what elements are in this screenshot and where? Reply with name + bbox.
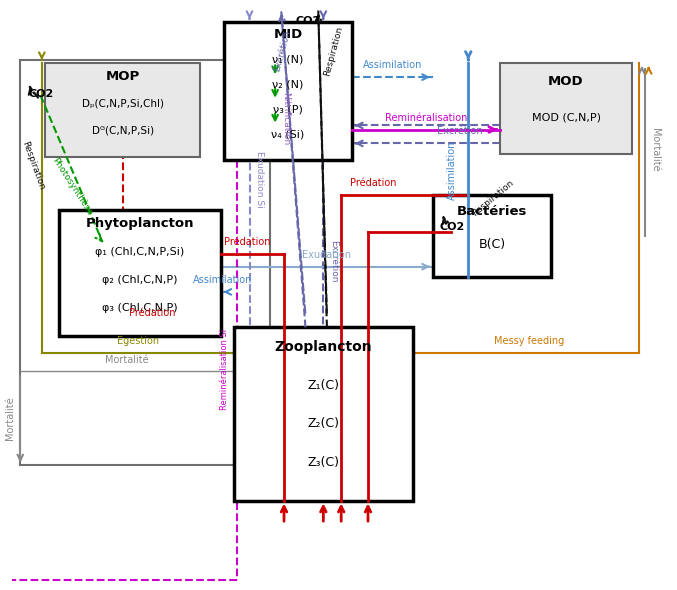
- Text: Mortalité: Mortalité: [5, 396, 15, 440]
- Text: Assimilation: Assimilation: [446, 140, 456, 200]
- Text: MOD (C,N,P): MOD (C,N,P): [531, 113, 600, 123]
- Text: MOD: MOD: [548, 75, 584, 88]
- FancyBboxPatch shape: [45, 63, 200, 157]
- Text: Dᴳ(C,N,P,Si): Dᴳ(C,N,P,Si): [91, 125, 154, 135]
- Text: Respiration: Respiration: [20, 140, 46, 191]
- Text: Zooplancton: Zooplancton: [274, 340, 372, 353]
- Text: Reminéralisation Si: Reminéralisation Si: [220, 329, 229, 411]
- Text: φ₁ (Chl,C,N,P,Si): φ₁ (Chl,C,N,P,Si): [95, 247, 184, 257]
- Text: Z₂(C): Z₂(C): [307, 417, 339, 430]
- Text: ν₂ (N): ν₂ (N): [272, 80, 303, 90]
- Text: φ₃ (Chl,C,N,P): φ₃ (Chl,C,N,P): [102, 303, 177, 313]
- Text: φ₂ (Chl,C,N,P): φ₂ (Chl,C,N,P): [102, 275, 177, 285]
- Text: CO2: CO2: [439, 222, 465, 232]
- Text: Bactéries: Bactéries: [457, 205, 527, 218]
- Text: Prédation: Prédation: [129, 308, 176, 318]
- FancyBboxPatch shape: [59, 210, 221, 336]
- Text: ν₄ (Si): ν₄ (Si): [271, 130, 305, 140]
- Text: Z₁(C): Z₁(C): [307, 379, 339, 392]
- Text: MOP: MOP: [106, 70, 140, 83]
- Text: Dₚ(C,N,P,Si,Chl): Dₚ(C,N,P,Si,Chl): [82, 99, 164, 109]
- Text: Z₃(C): Z₃(C): [307, 455, 339, 468]
- FancyBboxPatch shape: [433, 195, 551, 277]
- Text: ν₁ (N): ν₁ (N): [272, 55, 303, 64]
- Text: Respiration: Respiration: [470, 178, 515, 218]
- Text: MID: MID: [274, 28, 303, 41]
- Text: Messy feeding: Messy feeding: [494, 336, 564, 346]
- Text: CO2: CO2: [296, 16, 321, 26]
- Text: Excrétion: Excrétion: [272, 30, 292, 73]
- Text: ν₃ (P): ν₃ (P): [273, 105, 303, 115]
- Text: Nitrification: Nitrification: [281, 92, 290, 145]
- Text: Assimilation: Assimilation: [192, 275, 252, 285]
- Text: B(C): B(C): [479, 238, 506, 251]
- Text: Mortalité: Mortalité: [106, 355, 149, 365]
- Text: Mortalité: Mortalité: [651, 128, 660, 172]
- Text: Assimilation: Assimilation: [363, 60, 422, 70]
- Text: Prédation: Prédation: [350, 178, 397, 188]
- Text: Exudation Si: Exudation Si: [255, 150, 264, 208]
- FancyBboxPatch shape: [234, 327, 413, 500]
- Text: Photosynthèse: Photosynthèse: [50, 156, 94, 217]
- Text: Excrétion: Excrétion: [437, 126, 483, 136]
- Text: Phytoplancton: Phytoplancton: [85, 217, 194, 230]
- Text: Egestion: Egestion: [117, 336, 159, 346]
- Text: Excrétion: Excrétion: [329, 240, 338, 283]
- Text: Respiration: Respiration: [322, 25, 345, 77]
- Text: Prédation: Prédation: [224, 237, 270, 247]
- Text: CO2: CO2: [28, 90, 53, 100]
- FancyBboxPatch shape: [224, 22, 352, 160]
- Text: Exudation: Exudation: [302, 250, 351, 260]
- FancyBboxPatch shape: [500, 63, 632, 154]
- Text: Reminéralisation: Reminéralisation: [385, 113, 467, 123]
